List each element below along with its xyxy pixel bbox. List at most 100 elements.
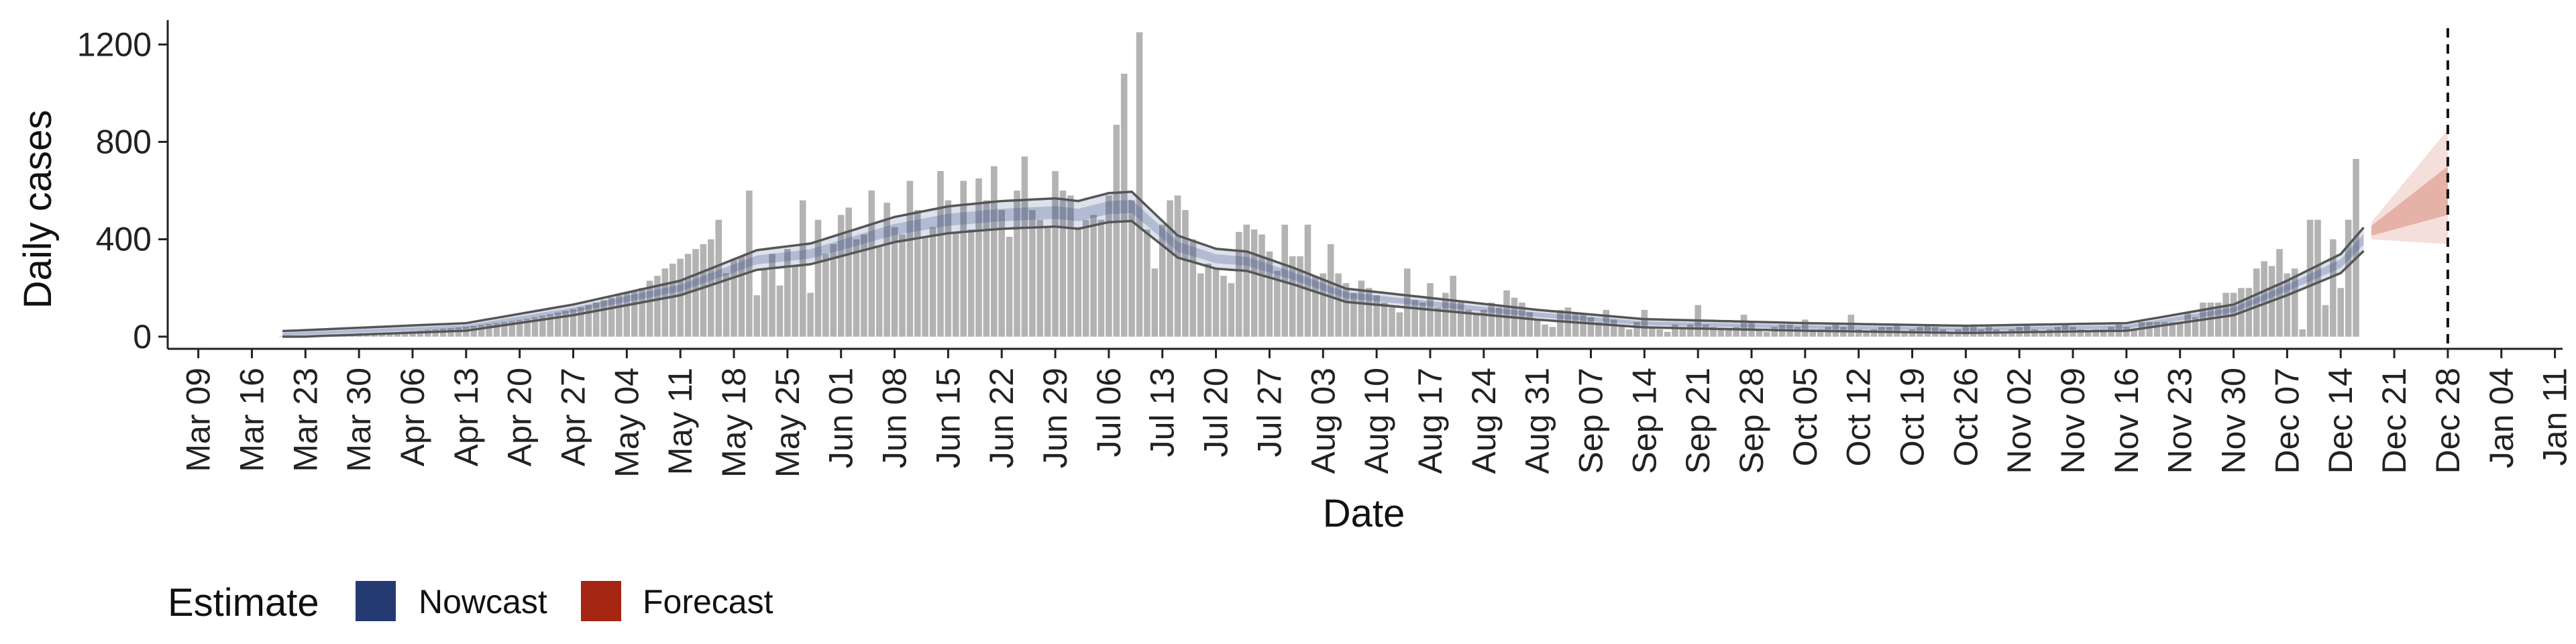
case-bar <box>1472 315 1480 337</box>
case-bar <box>1228 283 1235 337</box>
case-bar <box>1167 200 1173 337</box>
case-bar <box>1021 156 1028 337</box>
nowcast-lower-line <box>282 219 2365 338</box>
case-bar <box>1733 327 1739 337</box>
case-bar <box>1893 324 1900 337</box>
case-bar <box>769 254 775 337</box>
case-bar <box>570 309 577 337</box>
case-bar <box>731 258 737 337</box>
case-bar <box>1358 280 1365 337</box>
x-tick-label: Oct 05 <box>1786 368 1824 466</box>
legend-label-forecast: Forecast <box>643 583 773 621</box>
case-bar <box>2337 288 2345 337</box>
case-bar <box>616 295 623 337</box>
case-bar <box>547 314 554 337</box>
case-bar <box>1128 200 1135 337</box>
case-bar <box>1488 303 1495 337</box>
case-bar <box>899 234 906 337</box>
case-bar <box>1526 312 1534 337</box>
case-bar <box>998 210 1006 337</box>
case-bar <box>501 322 508 337</box>
case-bar <box>708 239 714 337</box>
x-tick-label: Jul 20 <box>1197 368 1235 457</box>
case-bar <box>1097 219 1105 337</box>
case-bar <box>608 297 615 337</box>
case-bar <box>715 219 722 337</box>
case-bar <box>2222 292 2229 337</box>
case-bar <box>1580 315 1587 337</box>
case-bar <box>2100 329 2107 337</box>
x-tick-label: Jun 01 <box>822 368 860 468</box>
nowcast-band-90 <box>282 191 2364 337</box>
case-bar <box>746 191 753 337</box>
case-bar <box>822 254 829 337</box>
case-bar <box>600 300 607 337</box>
case-bar <box>1534 319 1541 337</box>
nowcast-band-50 <box>282 199 2364 336</box>
case-bar <box>409 331 416 337</box>
x-tick-label: Apr 27 <box>555 368 592 466</box>
x-tick-label: Jun 29 <box>1036 368 1074 468</box>
case-bar <box>2131 329 2138 337</box>
x-tick-label: Dec 28 <box>2429 368 2467 474</box>
case-bar <box>2077 329 2084 337</box>
case-bar <box>1212 268 1220 337</box>
case-bar <box>937 171 944 337</box>
case-bar <box>677 258 684 337</box>
case-bar <box>2169 322 2176 337</box>
case-bar <box>1664 331 1671 337</box>
x-tick-label: Jul 13 <box>1144 368 1181 457</box>
case-bar <box>1970 324 1977 337</box>
case-bar <box>1044 227 1051 337</box>
x-tick-label: May 25 <box>769 368 806 478</box>
case-bar <box>1549 327 1556 337</box>
x-tick-label: Oct 19 <box>1894 368 1931 466</box>
case-bar <box>1442 292 1449 337</box>
case-bar <box>562 311 569 337</box>
case-bar <box>1250 229 1258 337</box>
case-bar <box>1189 239 1197 337</box>
x-tick-label: Jul 27 <box>1250 368 1288 457</box>
case-bar <box>1052 171 1059 337</box>
case-bar <box>639 288 645 337</box>
case-bar <box>875 246 883 337</box>
case-bar <box>1503 290 1510 337</box>
case-bar <box>2299 329 2306 337</box>
case-bar <box>417 330 424 337</box>
case-bar <box>1327 244 1334 337</box>
case-bar <box>845 207 852 337</box>
case-bar <box>945 200 952 337</box>
case-bar <box>1717 329 1725 337</box>
y-tick-label: 1200 <box>77 25 152 63</box>
case-bar <box>1557 309 1564 337</box>
case-bar <box>2085 331 2092 337</box>
case-bar <box>700 244 707 337</box>
case-bar <box>2047 329 2053 337</box>
case-bar <box>1764 331 1770 337</box>
case-bar <box>516 319 523 337</box>
legend-title: Estimate <box>168 581 319 625</box>
x-tick-label: Mar 23 <box>286 368 324 472</box>
case-bar <box>486 323 492 337</box>
case-bar <box>1120 73 1128 337</box>
x-tick-label: May 18 <box>715 368 753 478</box>
case-bar <box>2000 331 2008 337</box>
case-bar <box>1389 307 1395 337</box>
case-bar <box>2314 219 2321 337</box>
case-bar <box>1059 191 1067 337</box>
x-tick-label: Aug 31 <box>1519 368 1556 474</box>
case-bar <box>1434 307 1442 337</box>
case-bar <box>2245 288 2253 337</box>
case-bar <box>1220 276 1227 337</box>
case-bar <box>2176 322 2184 337</box>
legend-swatch-forecast <box>581 581 621 621</box>
case-bar <box>1136 32 1143 337</box>
case-bar <box>960 180 967 337</box>
case-bar <box>661 268 669 337</box>
case-bar <box>578 307 584 337</box>
x-tick-label: Nov 23 <box>2161 368 2199 474</box>
case-bar <box>1519 303 1525 337</box>
case-bar <box>1710 327 1717 337</box>
x-tick-label: Nov 30 <box>2215 368 2253 474</box>
case-bar <box>799 200 806 337</box>
